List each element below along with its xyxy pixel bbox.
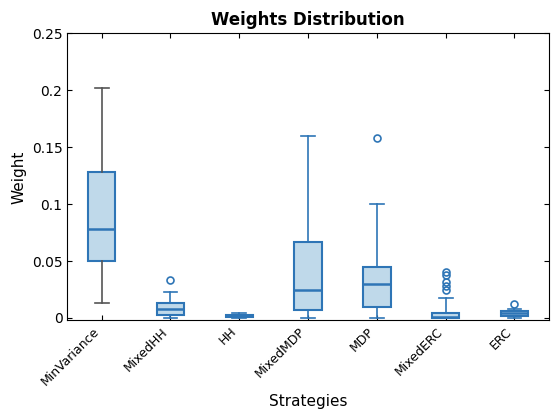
PathPatch shape — [501, 311, 528, 316]
X-axis label: Strategies: Strategies — [269, 394, 347, 409]
PathPatch shape — [363, 267, 391, 307]
PathPatch shape — [88, 172, 115, 261]
PathPatch shape — [295, 242, 322, 310]
PathPatch shape — [157, 303, 184, 315]
Title: Weights Distribution: Weights Distribution — [211, 11, 405, 29]
Y-axis label: Weight: Weight — [11, 150, 26, 204]
PathPatch shape — [226, 315, 253, 317]
PathPatch shape — [432, 313, 459, 318]
